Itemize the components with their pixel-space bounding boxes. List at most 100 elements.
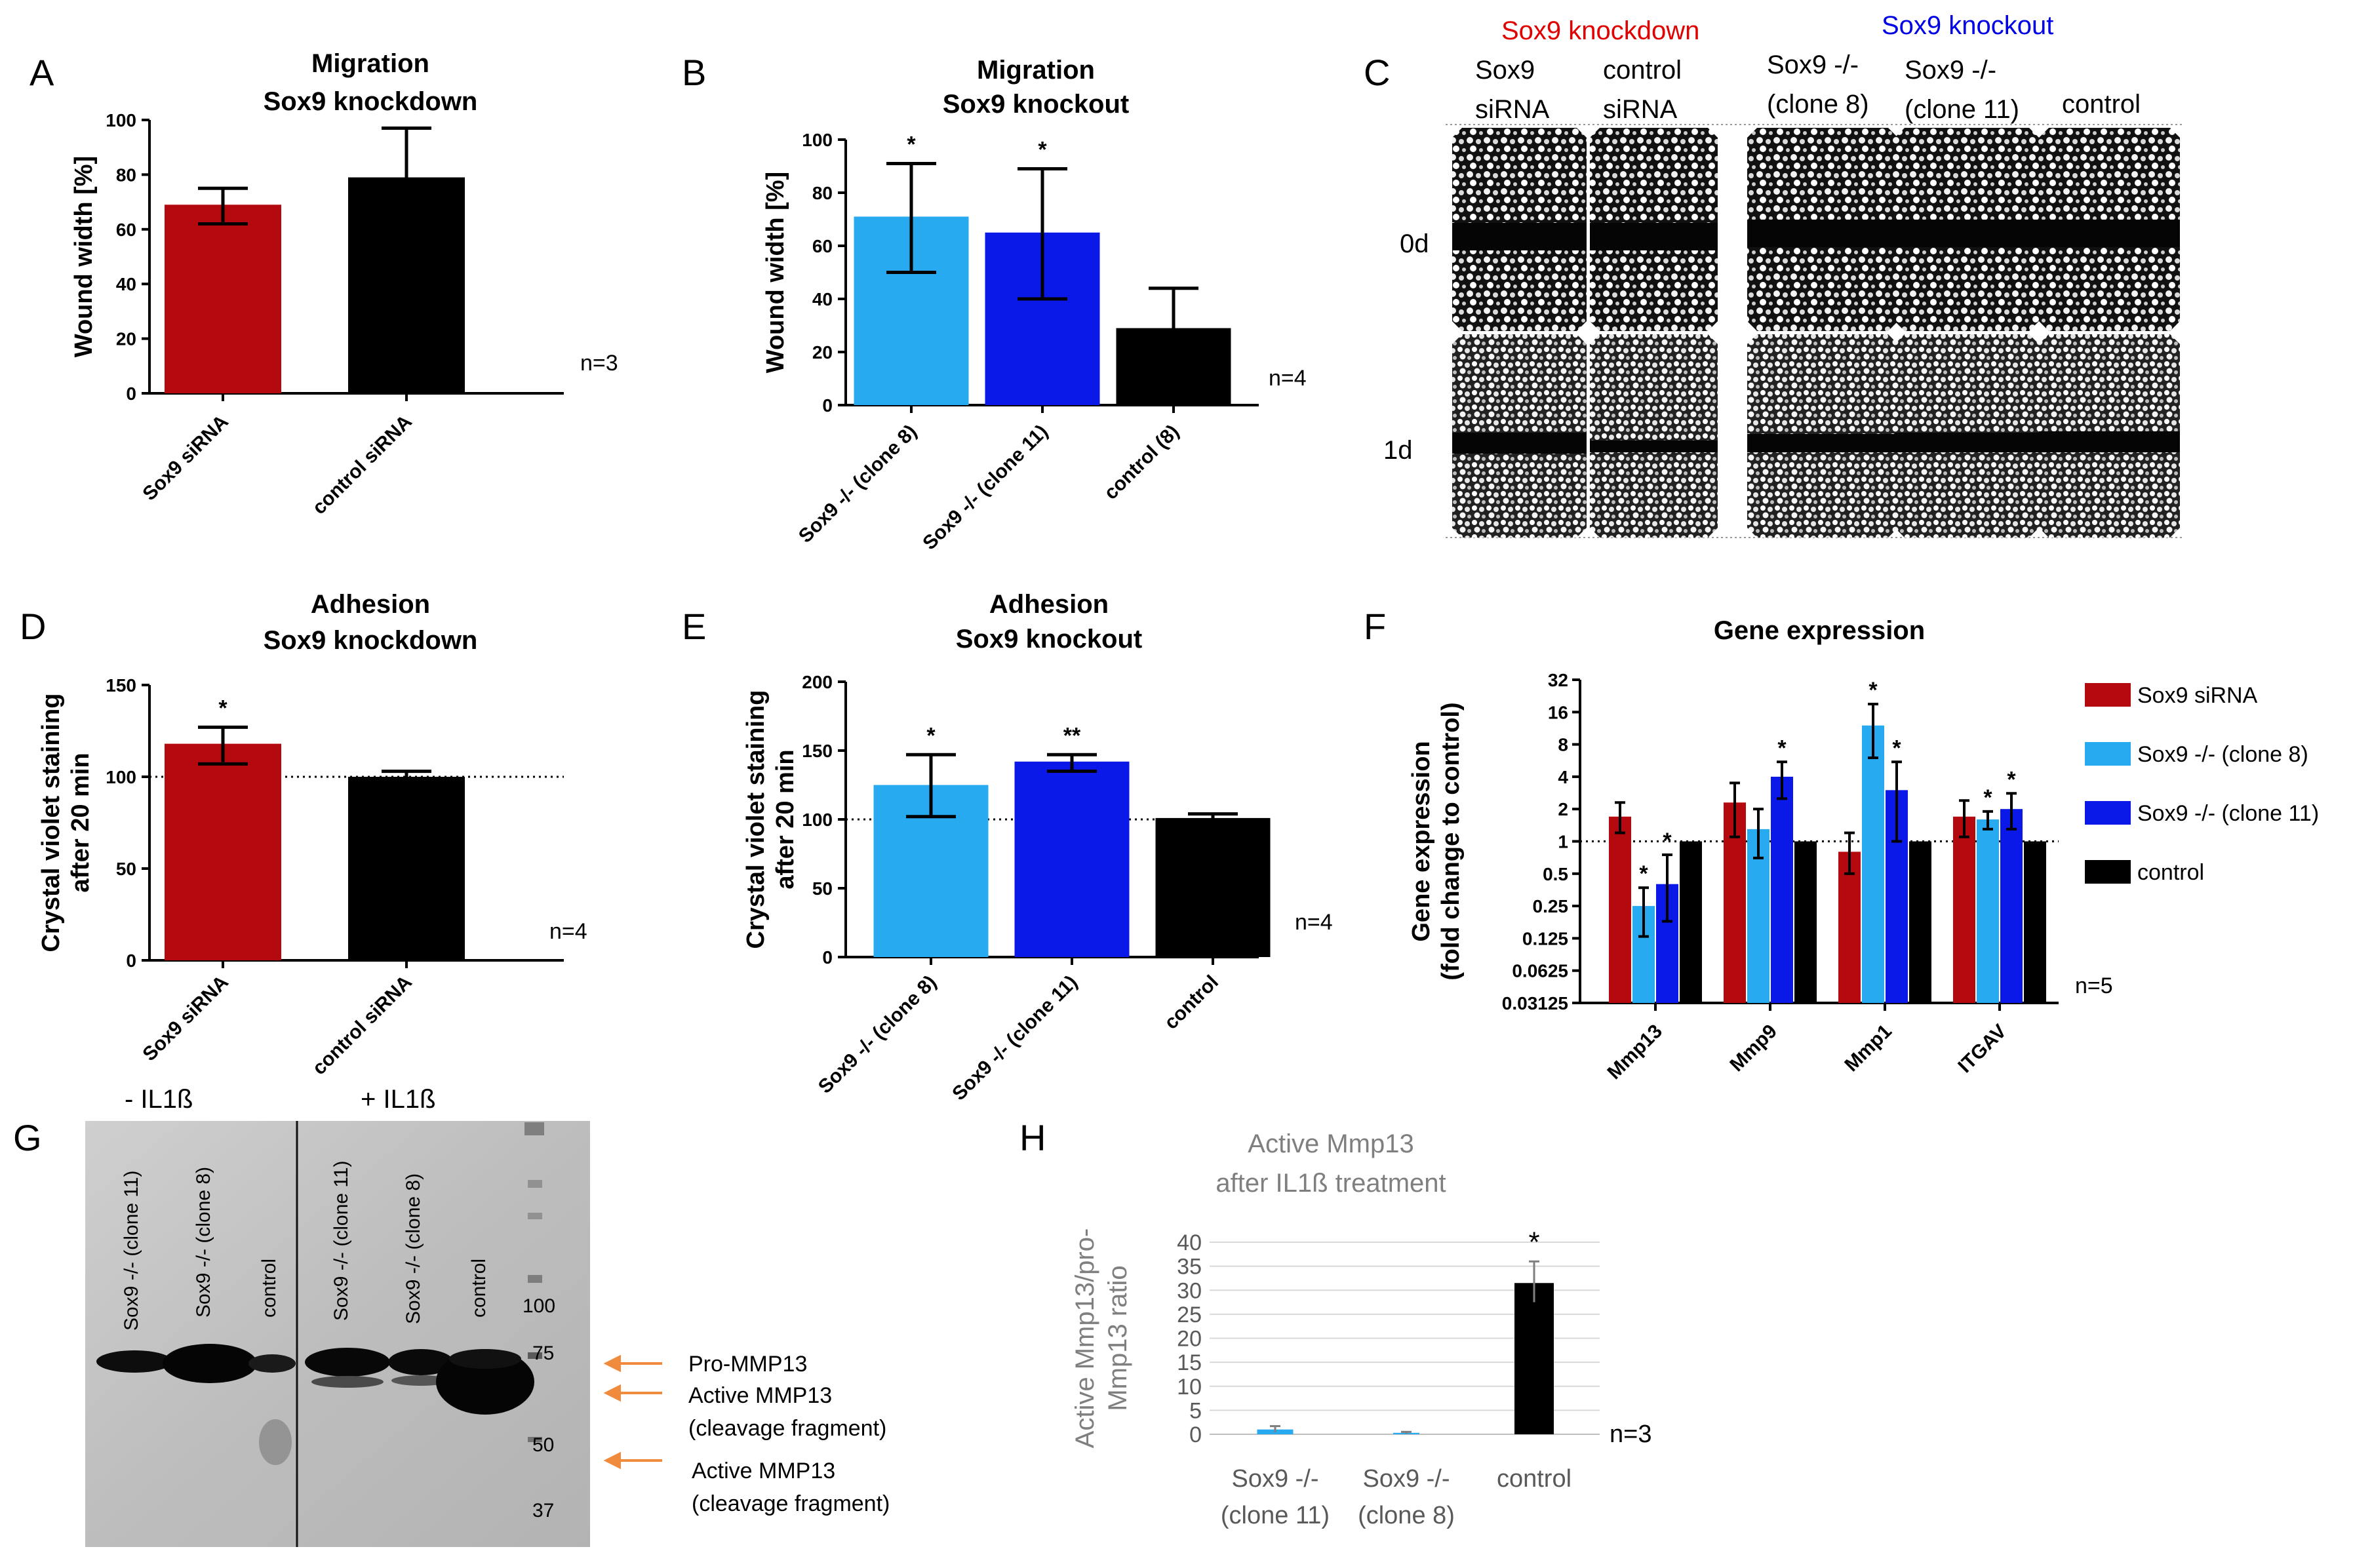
y-axis-label: after 20 min bbox=[67, 753, 94, 892]
y-tick-label: 0.03125 bbox=[1502, 993, 1568, 1013]
chart-title: Adhesion bbox=[311, 590, 430, 619]
lane-label: Sox9 -/- (clone 8) bbox=[403, 1173, 424, 1324]
bar bbox=[1771, 776, 1793, 1003]
band-pro-lane4 bbox=[305, 1348, 390, 1377]
x-tick-label: Sox9 siRNA bbox=[138, 411, 233, 505]
y-axis-label: Crystal violet staining bbox=[742, 690, 770, 949]
chart-title: Adhesion bbox=[989, 590, 1109, 619]
chart-adhesion-knockdown: Adhesion Sox9 knockdown Crystal violet sta… bbox=[37, 590, 587, 1079]
annotation-active-mmp13-1: Active MMP13 bbox=[688, 1383, 832, 1408]
x-tick-label: (clone 8) bbox=[1358, 1502, 1455, 1529]
chart-subtitle: after IL1ß treatment bbox=[1216, 1169, 1446, 1198]
y-tick-label: 15 bbox=[1177, 1350, 1202, 1375]
y-tick-label: 8 bbox=[1558, 735, 1568, 755]
col-label-clone11-2: (clone 11) bbox=[1905, 95, 2019, 124]
n-label: n=4 bbox=[549, 919, 587, 944]
col-label-control-sirna-1: control bbox=[1603, 56, 1682, 85]
legend-swatch bbox=[2085, 683, 2131, 707]
label-minus-il1b: - IL1ß bbox=[125, 1085, 193, 1114]
col-label-control: control bbox=[2062, 90, 2141, 119]
n-label: n=5 bbox=[2075, 973, 2113, 998]
y-axis-label: Crystal violet staining bbox=[37, 694, 65, 952]
x-tick-label: Mmp1 bbox=[1840, 1021, 1896, 1076]
annotation-active-mmp13-2: Active MMP13 bbox=[692, 1459, 835, 1483]
legend-swatch bbox=[2085, 860, 2131, 884]
bar bbox=[2024, 841, 2046, 1003]
x-tick-label: control bbox=[1160, 971, 1223, 1034]
legend-swatch bbox=[2085, 742, 2131, 766]
annotation-cleavage-2: (cleavage fragment) bbox=[692, 1491, 890, 1516]
chart-subtitle: Sox9 knockout bbox=[943, 90, 1130, 119]
bar bbox=[1514, 1283, 1554, 1434]
blot-membrane bbox=[85, 1121, 590, 1547]
chart-title: Gene expression bbox=[1714, 616, 1925, 645]
y-tick-label: 100 bbox=[802, 810, 833, 830]
y-tick-label: 0.0625 bbox=[1512, 961, 1568, 981]
y-tick-label: 150 bbox=[106, 675, 136, 696]
legend-label: Sox9 siRNA bbox=[2137, 683, 2258, 708]
y-axis-label: Active Mmp13/pro- bbox=[1071, 1228, 1099, 1449]
y-tick-label: 100 bbox=[802, 130, 833, 150]
y-tick-label: 150 bbox=[802, 741, 833, 761]
significance-star: * bbox=[218, 696, 227, 720]
chart-subtitle: Sox9 knockout bbox=[956, 625, 1143, 654]
panel-label-g: G bbox=[13, 1117, 42, 1158]
x-tick-label: Sox9 -/- bbox=[1362, 1465, 1450, 1493]
bar bbox=[1155, 817, 1271, 957]
bar bbox=[165, 205, 281, 393]
y-tick-label: 100 bbox=[106, 767, 136, 787]
legend-label: control bbox=[2137, 860, 2204, 885]
panel-g-western-blot: - IL1ß + IL1ß Sox9 -/- (clone 11) Sox9 -/… bbox=[85, 1085, 890, 1547]
x-tick-label: Sox9 siRNA bbox=[138, 971, 233, 1066]
col-label-sox9-sirna-1: Sox9 bbox=[1475, 56, 1535, 85]
significance-star: * bbox=[1868, 678, 1878, 703]
legend-label: Sox9 -/- (clone 11) bbox=[2137, 801, 2319, 826]
panel-label-h: H bbox=[1019, 1117, 1046, 1158]
panel-c-micrographs: Sox9 knockdown Sox9 knockout Sox9 siRNA … bbox=[1383, 11, 2183, 538]
bar bbox=[1014, 761, 1130, 957]
y-tick-label: 5 bbox=[1189, 1398, 1202, 1423]
legend-swatch bbox=[2085, 801, 2131, 825]
band-pro-lane6 bbox=[449, 1349, 521, 1369]
chart-title: Migration bbox=[977, 56, 1095, 85]
band-pro-lane3 bbox=[248, 1354, 296, 1373]
x-tick-label: Mmp13 bbox=[1604, 1021, 1667, 1084]
bar bbox=[1909, 841, 1931, 1003]
significance-star: * bbox=[1038, 138, 1047, 163]
y-tick-label: 4 bbox=[1558, 767, 1568, 787]
y-tick-label: 50 bbox=[812, 878, 833, 899]
n-label: n=4 bbox=[1295, 910, 1333, 935]
bar bbox=[1680, 841, 1702, 1003]
row-label-1d: 1d bbox=[1383, 436, 1413, 465]
lane-label: Sox9 -/- (clone 11) bbox=[330, 1160, 352, 1321]
x-tick-label: Sox9 -/- (clone 11) bbox=[948, 971, 1082, 1105]
y-tick-label: 32 bbox=[1548, 670, 1568, 690]
significance-star: * bbox=[1663, 829, 1672, 853]
bar bbox=[1609, 816, 1631, 1003]
x-tick-label: Sox9 -/- (clone 8) bbox=[795, 421, 921, 547]
significance-star: * bbox=[907, 132, 916, 157]
y-tick-label: 40 bbox=[1177, 1230, 1202, 1255]
y-tick-label: 20 bbox=[1177, 1327, 1202, 1352]
n-label: n=4 bbox=[1269, 366, 1307, 391]
y-tick-label: 80 bbox=[812, 183, 833, 203]
panel-label-b: B bbox=[682, 52, 706, 93]
col-label-clone11-1: Sox9 -/- bbox=[1905, 56, 1996, 85]
significance-star: ** bbox=[1063, 723, 1081, 748]
marker-75: 75 bbox=[532, 1343, 554, 1364]
x-tick-label: control siRNA bbox=[308, 971, 416, 1080]
panel-label-f: F bbox=[1364, 606, 1386, 647]
title-knockout: Sox9 knockout bbox=[1882, 11, 2053, 40]
y-tick-label: 40 bbox=[812, 289, 833, 309]
col-label-control-sirna-2: siRNA bbox=[1603, 95, 1678, 124]
significance-star: * bbox=[926, 723, 936, 748]
x-tick-label: Sox9 -/- bbox=[1231, 1465, 1318, 1493]
x-tick-label: control (8) bbox=[1100, 421, 1183, 504]
y-tick-label: 0.125 bbox=[1522, 928, 1568, 949]
significance-star: * bbox=[1639, 861, 1648, 886]
y-tick-label: 60 bbox=[116, 220, 136, 240]
y-tick-label: 30 bbox=[1177, 1278, 1202, 1303]
y-tick-label: 0 bbox=[1189, 1422, 1202, 1447]
y-tick-label: 0.25 bbox=[1533, 896, 1569, 916]
y-tick-label: 0.5 bbox=[1543, 864, 1568, 884]
